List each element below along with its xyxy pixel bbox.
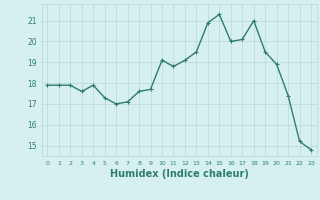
X-axis label: Humidex (Indice chaleur): Humidex (Indice chaleur) <box>110 169 249 179</box>
